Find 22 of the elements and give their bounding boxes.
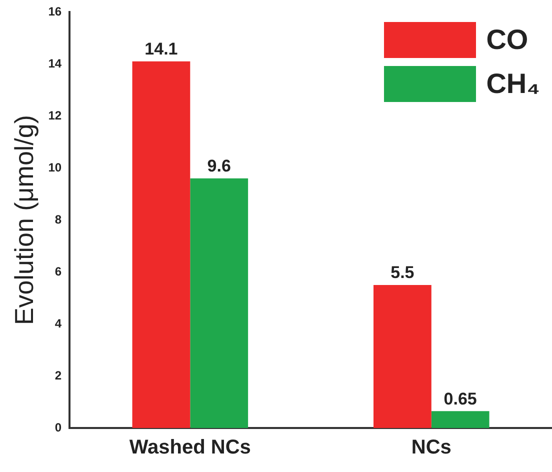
legend-label: CH₄ [486,68,540,100]
y-tick-label: 4 [54,316,62,330]
x-tick-label: NCs [411,436,452,459]
data-label: 5.5 [390,263,414,282]
bar [431,411,490,428]
y-tick-label: 14 [48,56,62,70]
bar [373,285,432,428]
bar [132,61,190,428]
y-tick-label: 16 [48,4,62,18]
y-tick-label: 6 [54,264,62,278]
y-axis-title: Evolution (μmol/g) [8,114,39,326]
x-tick-label: Washed NCs [129,436,251,459]
bar [190,178,248,428]
y-tick-label: 12 [48,108,62,122]
y-tick-label: 8 [54,212,62,226]
y-tick-label: 0 [54,420,62,434]
data-label: 9.6 [207,156,231,176]
y-tick-label: 2 [54,368,62,382]
data-label: 14.1 [144,40,178,59]
y-tick-label: 10 [48,160,62,174]
data-label: 0.65 [444,389,477,408]
legend-label: CO [486,24,528,56]
